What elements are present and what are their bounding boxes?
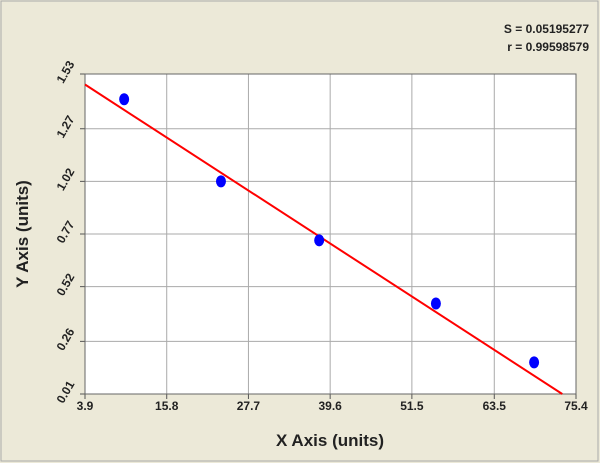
plot-border [84, 73, 577, 395]
x-tick-label: 39.6 [318, 399, 342, 413]
x-tick-label: 15.8 [155, 399, 179, 413]
point [215, 175, 226, 188]
x-tick-label: 51.5 [400, 399, 424, 413]
point [529, 356, 540, 369]
y-axis-label: Y Axis (units) [13, 180, 32, 288]
x-tick-label: 63.5 [483, 399, 507, 413]
stat-r: r = 0.99598579 [507, 40, 589, 54]
x-axis-label: X Axis (units) [276, 431, 384, 450]
x-tick-label: 75.4 [564, 399, 588, 413]
stat-s: S = 0.05195277 [504, 22, 589, 36]
x-tick-label: 3.9 [77, 399, 94, 413]
x-tick-label: 27.7 [237, 399, 261, 413]
point [430, 297, 441, 310]
point [119, 93, 130, 106]
point [314, 234, 325, 247]
